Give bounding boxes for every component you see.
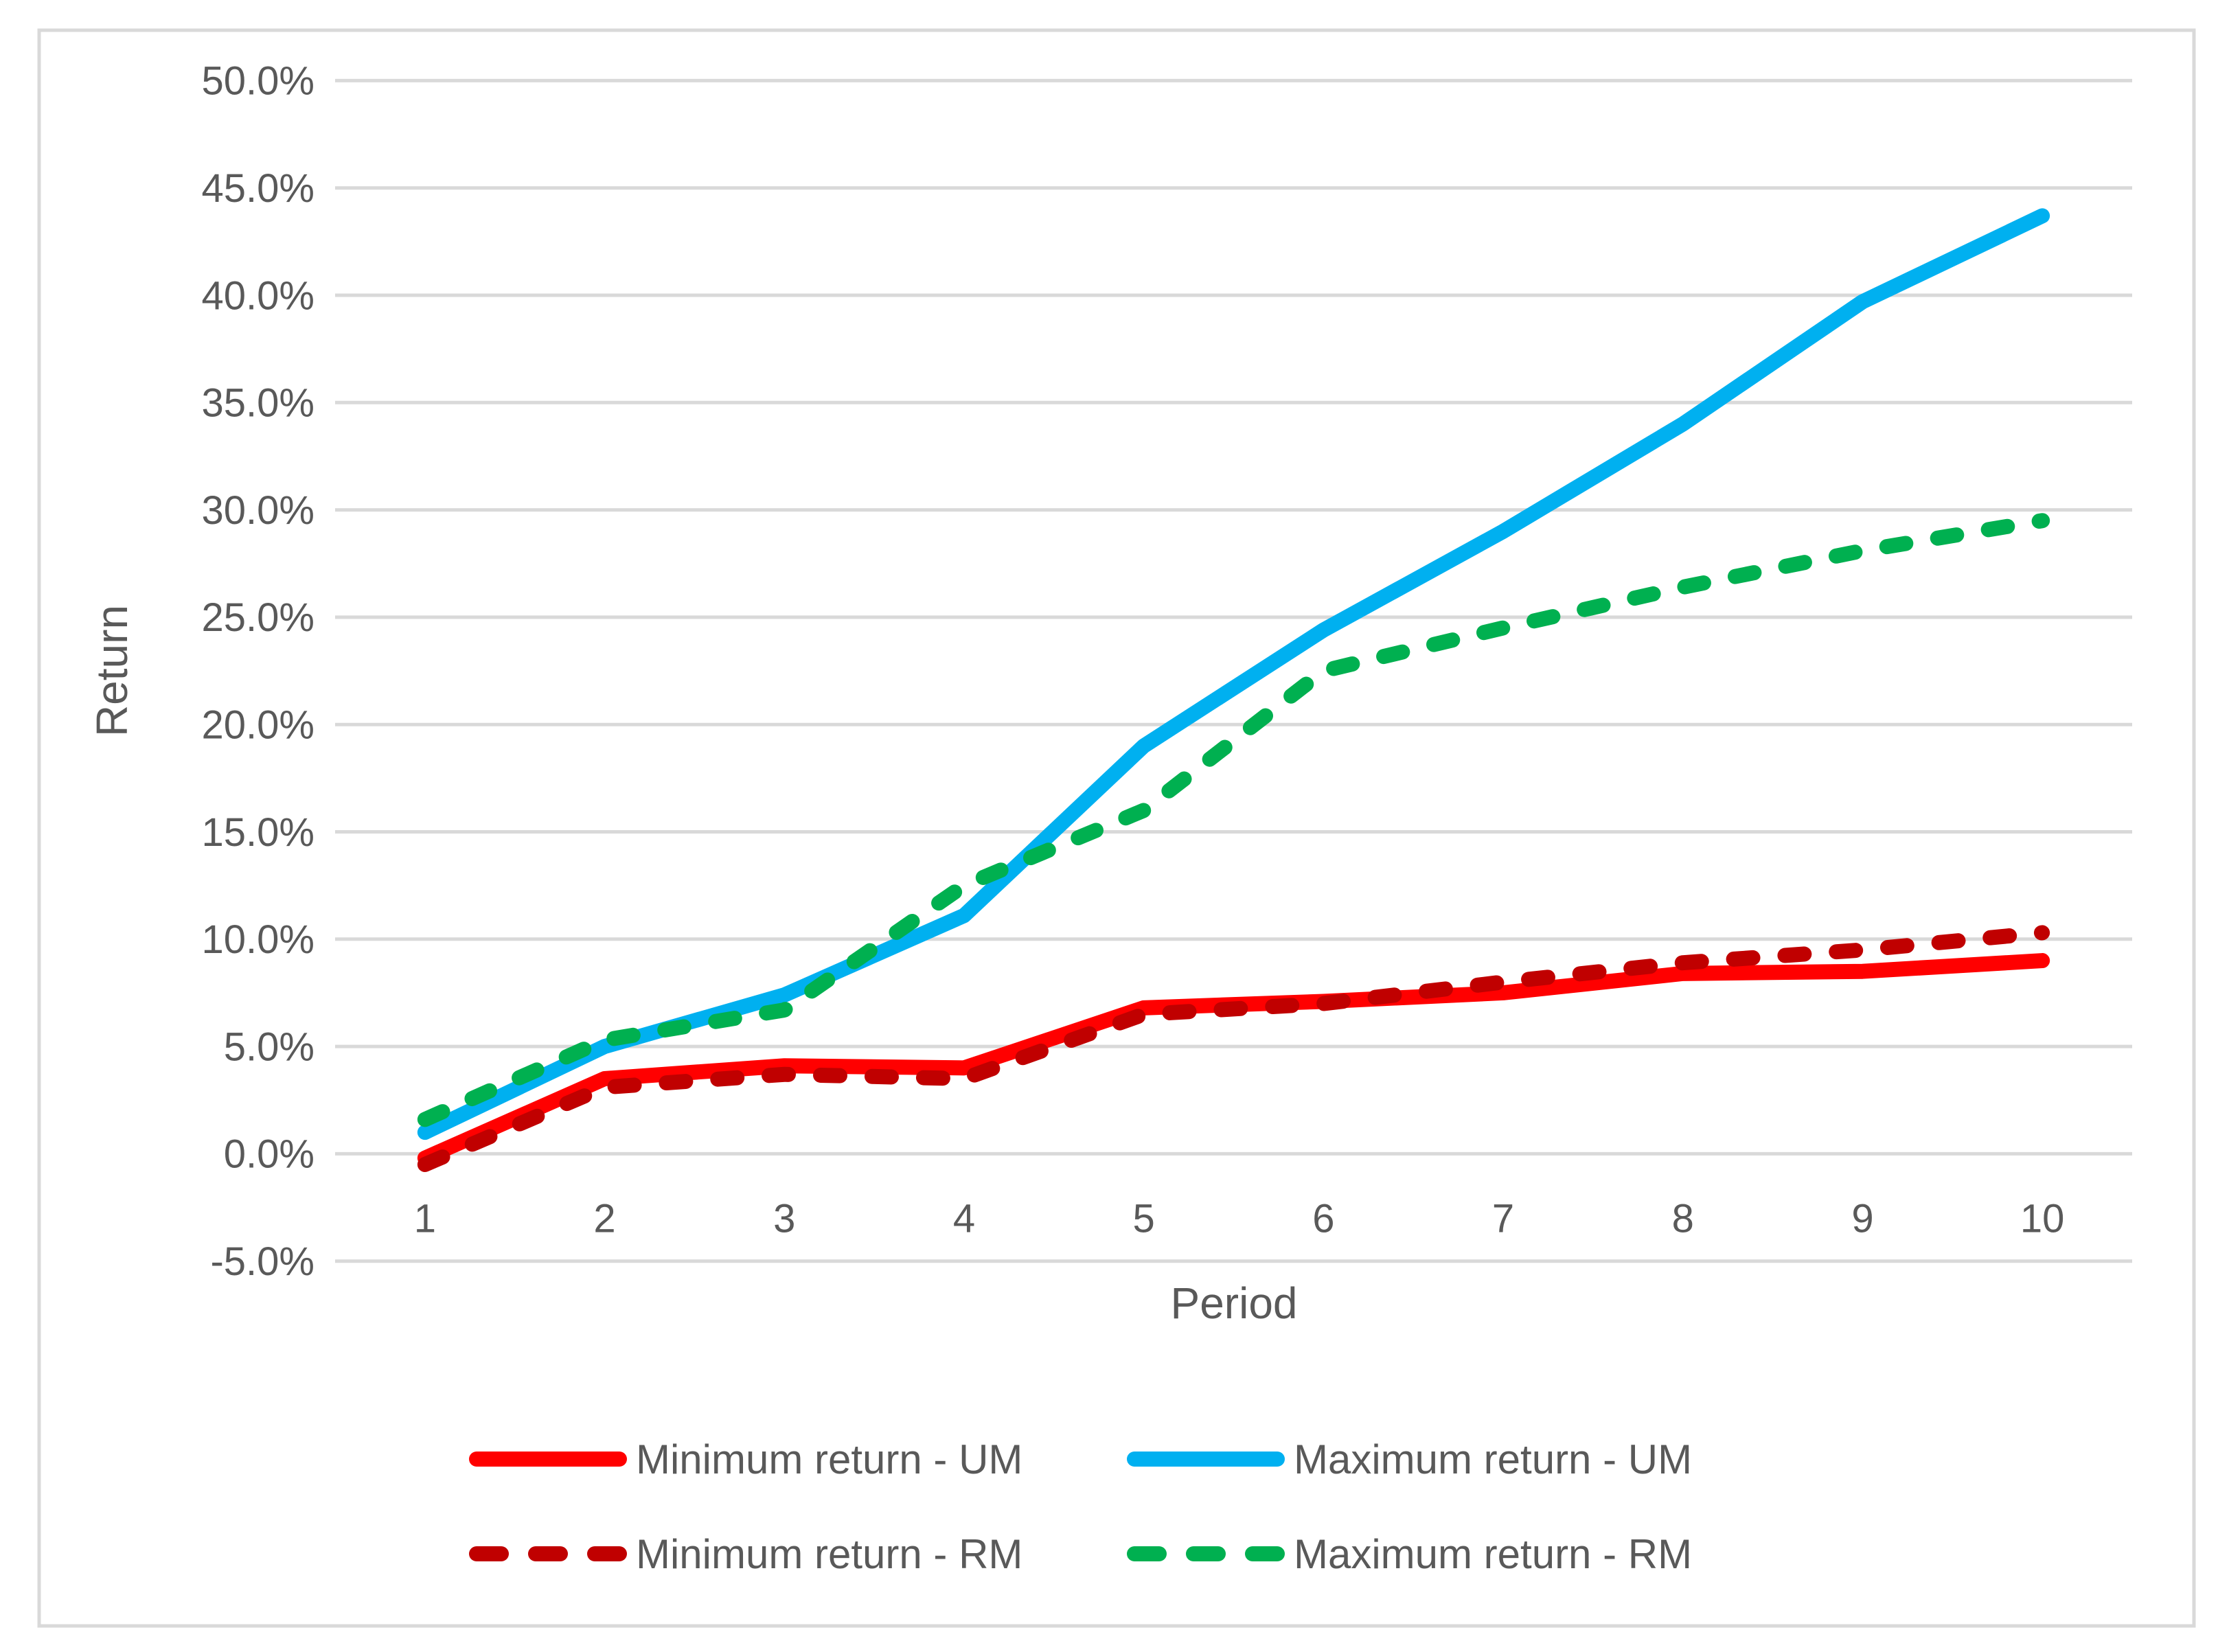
chart-border [37,28,2196,1628]
legend: Minimum return - UM Maximum return - UM Mi… [469,1436,1692,1577]
x-tick-label: 2 [593,1196,615,1241]
x-axis-title: Period [1171,1278,1298,1328]
y-tick-label: -5.0% [210,1239,315,1284]
x-axis-tick-labels: 1 2 3 4 5 6 7 8 9 10 [414,1196,2065,1241]
y-tick-label: 35.0% [202,381,315,426]
series-lines [417,208,2050,1173]
legend-label: Minimum return - RM [636,1531,1022,1577]
y-tick-label: 10.0% [202,917,315,962]
legend-label: Maximum return - RM [1294,1531,1692,1577]
x-tick-label: 1 [414,1196,436,1241]
legend-label: Minimum return - UM [636,1436,1022,1482]
x-tick-label: 6 [1312,1196,1334,1241]
x-tick-label: 8 [1672,1196,1694,1241]
y-axis-tick-labels: 50.0% 45.0% 40.0% 35.0% 30.0% 25.0% 20.0% 15.0%… [202,59,315,1284]
x-tick-label: 4 [953,1196,975,1241]
y-tick-label: 5.0% [224,1024,315,1069]
gridlines [335,78,2132,1263]
x-tick-label: 9 [1851,1196,1873,1241]
y-tick-label: 50.0% [202,59,315,104]
legend-label: Maximum return - UM [1294,1436,1692,1482]
x-tick-label: 10 [2020,1196,2065,1241]
y-tick-label: 0.0% [224,1132,315,1177]
y-axis-title: Return [87,605,137,737]
series-minimum-return-rm-line [417,925,2050,1173]
y-tick-label: 20.0% [202,703,315,748]
y-tick-label: 40.0% [202,273,315,318]
x-tick-label: 7 [1492,1196,1514,1241]
y-tick-label: 45.0% [202,166,315,211]
y-tick-label: 25.0% [202,595,315,640]
x-tick-label: 5 [1133,1196,1155,1241]
y-tick-label: 30.0% [202,488,315,533]
x-tick-label: 3 [773,1196,795,1241]
y-tick-label: 15.0% [202,810,315,855]
series-maximum-return-um-line [417,208,2050,1140]
